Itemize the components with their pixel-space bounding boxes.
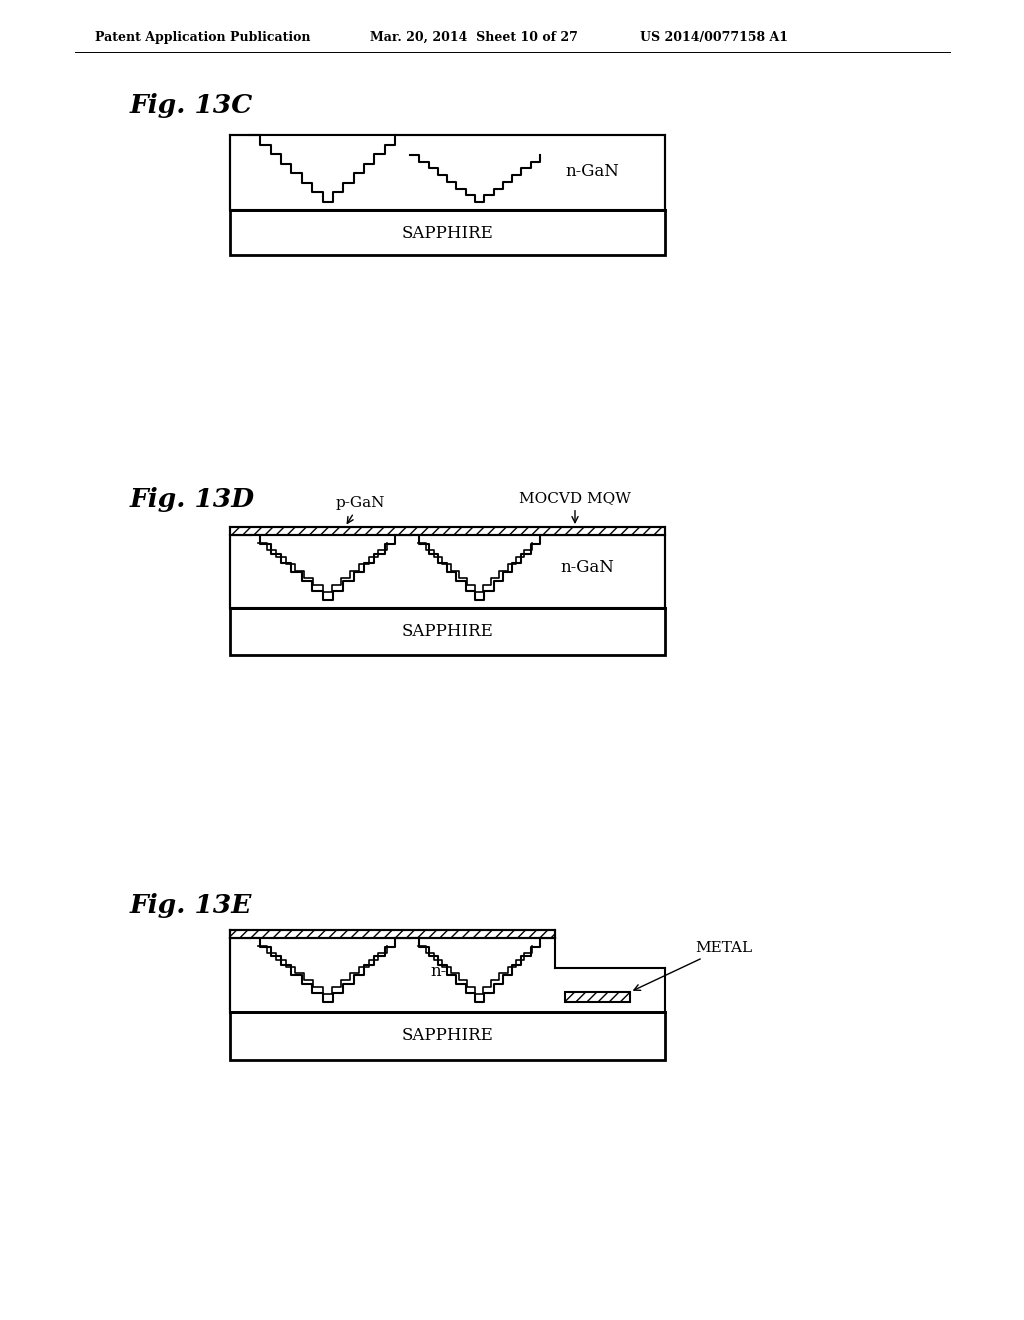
Polygon shape [258,946,387,994]
Bar [230,1012,665,1060]
Polygon shape [418,543,532,591]
Bar [555,968,665,1012]
Text: Fig. 13D: Fig. 13D [130,487,255,512]
Polygon shape [258,543,387,591]
Bar [230,535,665,609]
Text: p-GaN: p-GaN [335,496,385,523]
Text: Mar. 20, 2014  Sheet 10 of 27: Mar. 20, 2014 Sheet 10 of 27 [370,30,578,44]
Text: Fig. 13C: Fig. 13C [130,92,253,117]
Text: METAL: METAL [634,941,752,990]
Polygon shape [410,154,540,202]
Bar [230,609,665,655]
Bar [230,939,555,1012]
Text: n-GaN: n-GaN [565,164,618,181]
Text: n-GaN: n-GaN [560,560,613,577]
Text: SAPPHIRE: SAPPHIRE [402,224,494,242]
Bar [230,135,665,210]
Text: n-GaN: n-GaN [430,964,484,981]
Text: US 2014/0077158 A1: US 2014/0077158 A1 [640,30,788,44]
Polygon shape [410,535,540,601]
Text: SAPPHIRE: SAPPHIRE [402,1027,494,1044]
Polygon shape [250,939,395,1002]
Text: MOCVD MQW: MOCVD MQW [519,491,631,523]
Text: SAPPHIRE: SAPPHIRE [402,623,494,640]
Polygon shape [250,939,395,1002]
Bar [230,527,665,535]
Polygon shape [418,946,532,994]
Polygon shape [250,135,395,202]
Text: Patent Application Publication: Patent Application Publication [95,30,310,44]
Bar [230,931,555,939]
Bar [230,210,665,255]
Polygon shape [250,535,395,601]
Polygon shape [410,535,540,601]
Bar [565,993,630,1002]
Polygon shape [410,939,540,1002]
Polygon shape [410,939,540,1002]
Polygon shape [250,535,395,601]
Text: Fig. 13E: Fig. 13E [130,892,252,917]
